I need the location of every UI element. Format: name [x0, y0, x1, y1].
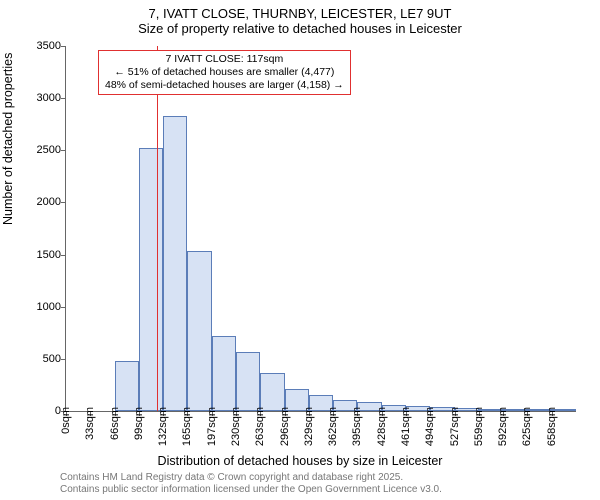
annotation-line: 48% of semi-detached houses are larger (…: [105, 79, 344, 92]
annotation-box: 7 IVATT CLOSE: 117sqm← 51% of detached h…: [98, 50, 351, 95]
x-tick-label: 527sqm: [449, 407, 461, 446]
x-tick-label: 66sqm: [109, 407, 121, 440]
y-tick-label: 1500: [21, 249, 66, 261]
x-tick-label: 428sqm: [376, 407, 388, 446]
y-tick-label: 500: [21, 353, 66, 365]
y-tick-label: 2000: [21, 196, 66, 208]
footer-line-1: Contains HM Land Registry data © Crown c…: [60, 472, 442, 484]
x-tick-label: 395sqm: [351, 407, 363, 446]
y-tick-label: 1000: [21, 301, 66, 313]
x-tick-label: 99sqm: [133, 407, 145, 440]
x-tick-label: 0sqm: [60, 407, 72, 434]
y-tick-mark: [61, 202, 66, 203]
y-tick-mark: [61, 307, 66, 308]
x-tick-label: 263sqm: [254, 407, 266, 446]
y-tick-mark: [61, 150, 66, 151]
histogram-bar: [115, 361, 139, 411]
histogram-bar: [139, 148, 163, 411]
annotation-line: 7 IVATT CLOSE: 117sqm: [105, 53, 344, 66]
x-tick-label: 197sqm: [206, 407, 218, 446]
y-axis-label: Number of detached properties: [1, 53, 15, 225]
histogram-bar: [260, 373, 284, 411]
y-tick-mark: [61, 255, 66, 256]
histogram-bar: [236, 352, 260, 411]
y-tick-mark: [61, 98, 66, 99]
y-tick-label: 3000: [21, 92, 66, 104]
x-tick-label: 296sqm: [279, 407, 291, 446]
plot-area: 05001000150020002500300035000sqm33sqm66s…: [65, 46, 576, 412]
footer-line-2: Contains public sector information licen…: [60, 484, 442, 496]
histogram-bar: [163, 116, 187, 411]
y-tick-label: 3500: [21, 40, 66, 52]
x-tick-label: 494sqm: [424, 407, 436, 446]
x-axis-label: Distribution of detached houses by size …: [0, 454, 600, 468]
x-tick-label: 461sqm: [400, 407, 412, 446]
title-line-2: Size of property relative to detached ho…: [0, 21, 600, 36]
x-tick-label: 165sqm: [181, 407, 193, 446]
reference-line: [157, 46, 159, 411]
histogram-bar: [187, 251, 211, 411]
histogram-bar: [212, 336, 236, 411]
x-tick-label: 362sqm: [327, 407, 339, 446]
x-tick-label: 33sqm: [84, 407, 96, 440]
chart-container: 7, IVATT CLOSE, THURNBY, LEICESTER, LE7 …: [0, 0, 600, 500]
title-line-1: 7, IVATT CLOSE, THURNBY, LEICESTER, LE7 …: [0, 0, 600, 21]
x-tick-label: 625sqm: [521, 407, 533, 446]
x-tick-label: 230sqm: [230, 407, 242, 446]
y-tick-label: 2500: [21, 144, 66, 156]
footer-attribution: Contains HM Land Registry data © Crown c…: [60, 472, 442, 496]
annotation-line: ← 51% of detached houses are smaller (4,…: [105, 66, 344, 79]
x-tick-label: 329sqm: [303, 407, 315, 446]
x-tick-label: 559sqm: [473, 407, 485, 446]
x-tick-label: 658sqm: [546, 407, 558, 446]
x-tick-label: 592sqm: [497, 407, 509, 446]
x-tick-label: 132sqm: [157, 407, 169, 446]
y-tick-mark: [61, 359, 66, 360]
y-tick-mark: [61, 46, 66, 47]
